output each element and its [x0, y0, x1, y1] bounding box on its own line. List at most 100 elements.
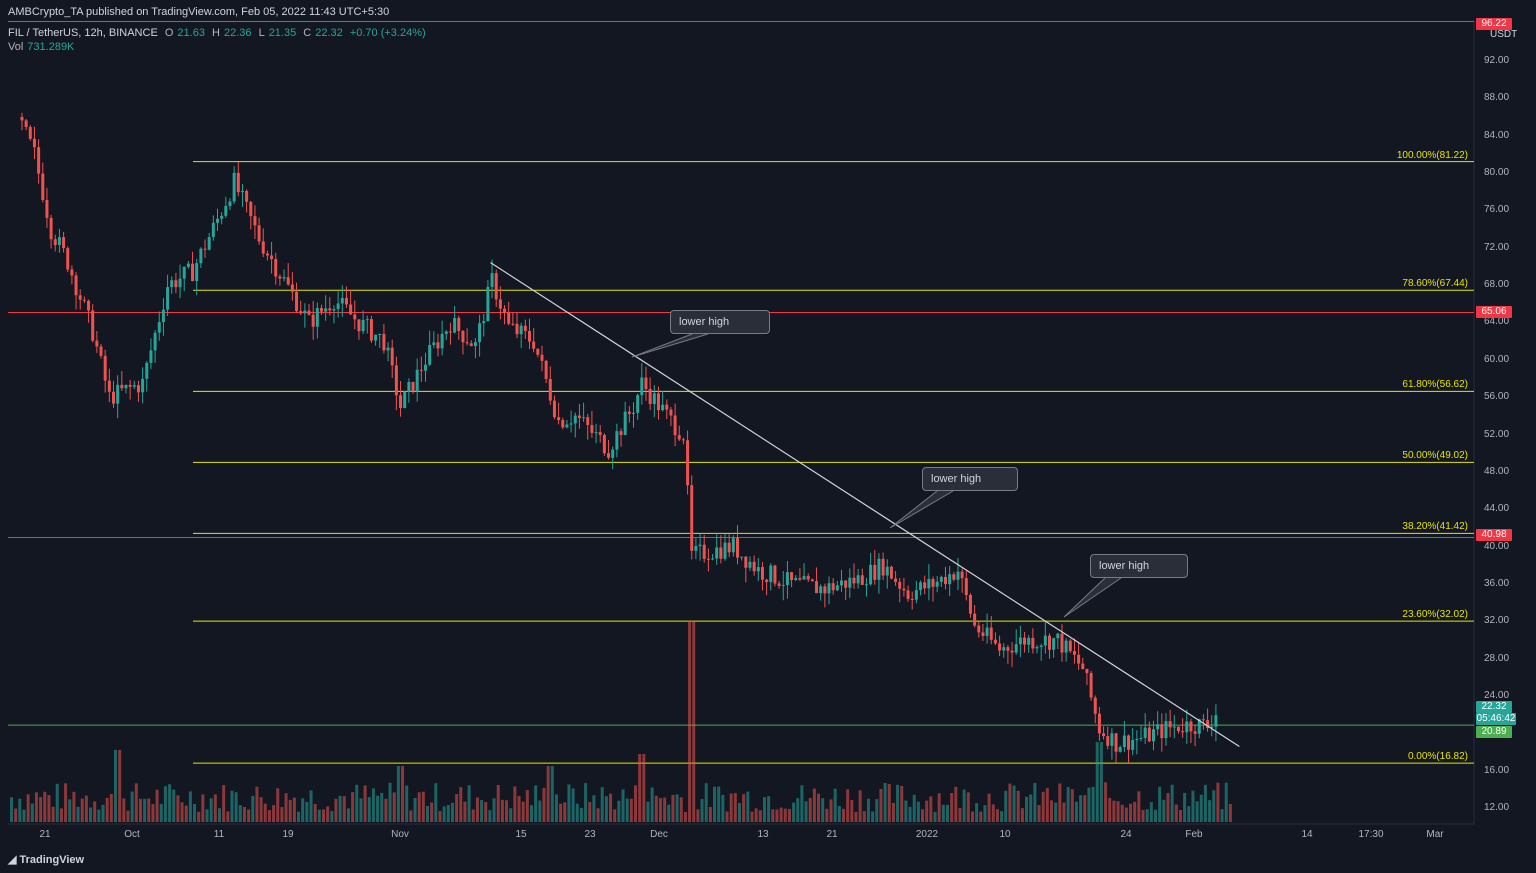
volume-bar — [837, 805, 841, 822]
candle — [881, 558, 885, 576]
volume-bar — [359, 798, 363, 822]
candle — [802, 576, 806, 580]
candle — [195, 263, 199, 282]
candle — [490, 273, 494, 287]
volume-bar — [197, 811, 201, 822]
volume-bar — [334, 798, 338, 822]
candle — [698, 544, 702, 547]
candle — [927, 578, 931, 589]
candle — [286, 277, 290, 285]
fib-label-4: 38.20%(41.42) — [1402, 521, 1468, 533]
candle — [586, 417, 590, 426]
volume-bar — [301, 798, 305, 822]
annotation-lower-high-2[interactable]: lower high — [922, 467, 1018, 491]
volume-bar — [1087, 787, 1091, 822]
volume-bar — [767, 796, 771, 822]
candle — [186, 263, 190, 267]
volume-bar — [646, 801, 650, 822]
annotation-lower-high-1[interactable]: lower high — [670, 310, 770, 334]
candle — [486, 286, 490, 322]
volume-bar — [1162, 799, 1166, 822]
candle — [128, 384, 132, 387]
candle — [91, 310, 95, 341]
candle — [232, 172, 236, 202]
volume-bar — [322, 809, 325, 822]
candle — [898, 581, 902, 589]
volume-bar — [846, 789, 850, 822]
candle — [70, 269, 74, 276]
volume-bar — [887, 784, 891, 822]
y-tick-label: 12.00 — [1484, 802, 1510, 814]
volume-bar — [758, 810, 762, 822]
high-label: H — [212, 27, 220, 39]
price-tag-65-06: 65.06 — [1476, 306, 1512, 318]
volume-bar — [1174, 804, 1178, 822]
symbol-title[interactable]: FIL / TetherUS, 12h, BINANCE — [8, 27, 158, 39]
volume-bar — [1083, 795, 1087, 822]
candle — [873, 564, 877, 580]
callout-pointer-2 — [1063, 577, 1122, 618]
volume-bar — [471, 809, 475, 822]
candle — [598, 432, 602, 435]
candle — [1206, 720, 1210, 729]
candle — [590, 425, 594, 433]
candle — [981, 632, 985, 636]
volume-bar — [1137, 791, 1141, 822]
candle — [640, 377, 644, 396]
volume-bar — [276, 788, 280, 822]
volume-bar — [143, 798, 147, 822]
candle — [906, 590, 910, 599]
annotation-lower-high-3[interactable]: lower high — [1090, 554, 1188, 578]
volume-bar — [392, 792, 396, 822]
volume-bar — [970, 811, 974, 822]
tradingview-brand[interactable]: ◢ TradingView — [8, 853, 84, 866]
volume-bar — [1166, 793, 1170, 822]
candle — [1135, 738, 1139, 741]
volume-bar — [193, 803, 197, 822]
candle — [120, 384, 124, 389]
volume-bar — [991, 804, 995, 822]
candle — [694, 546, 698, 551]
volume-bar — [746, 791, 750, 822]
descending-trendline[interactable] — [490, 262, 1240, 747]
volume-bar — [317, 809, 321, 822]
volume-bar — [242, 806, 246, 822]
candle — [320, 308, 323, 312]
volume-bar — [450, 802, 454, 822]
candle — [178, 278, 182, 288]
volume-bar — [1224, 782, 1228, 822]
candle — [864, 584, 868, 586]
volume-bar — [954, 786, 958, 822]
candle — [582, 417, 586, 419]
volume-bar — [575, 803, 579, 822]
volume-bar — [251, 795, 255, 822]
candle — [711, 558, 715, 560]
currency-label[interactable]: USDT — [1490, 29, 1518, 40]
callout-pointer-0 — [631, 333, 709, 358]
candle — [478, 323, 482, 343]
volume-bar — [1208, 800, 1212, 822]
candle — [278, 276, 282, 279]
candle — [1093, 697, 1097, 714]
candle — [112, 391, 115, 404]
y-tick-label: 64.00 — [1484, 316, 1510, 328]
volume-bar — [721, 794, 725, 822]
candle — [690, 485, 694, 551]
candle — [681, 439, 685, 441]
candle — [844, 580, 848, 588]
volume-bar — [330, 811, 334, 822]
volume-bar — [1070, 789, 1074, 822]
volume-bar — [933, 811, 937, 822]
candle — [216, 218, 219, 223]
candle — [41, 173, 45, 200]
candle — [211, 222, 215, 238]
volume-bar — [937, 793, 941, 822]
candle — [407, 381, 411, 392]
volume-bar — [654, 795, 658, 822]
fib-label-6: 0.00%(16.82) — [1407, 751, 1468, 763]
volume-bar — [51, 806, 55, 822]
candle — [607, 453, 611, 458]
candle — [977, 625, 981, 633]
candle — [1172, 726, 1176, 728]
